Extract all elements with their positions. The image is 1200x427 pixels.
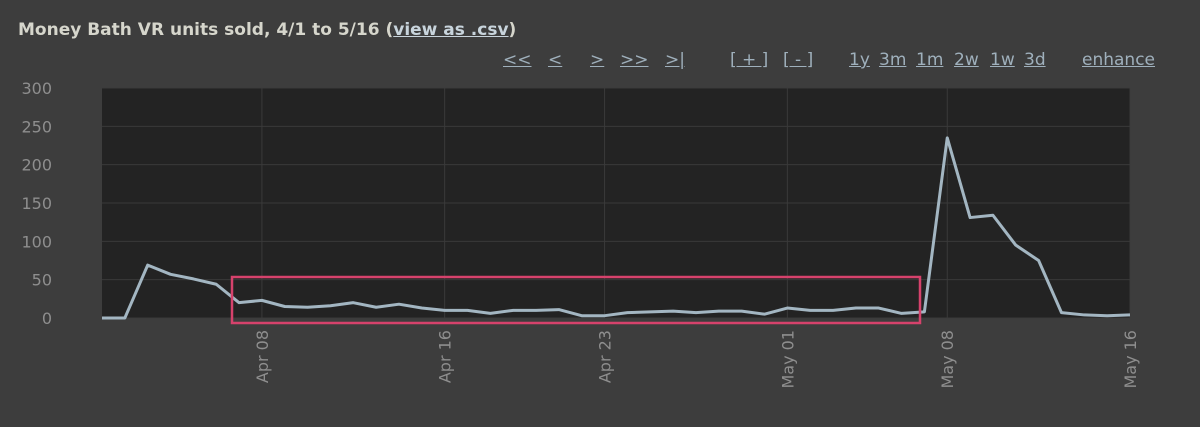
series-line bbox=[102, 136, 1131, 320]
nav-link[interactable]: >| bbox=[665, 50, 685, 70]
nav-link[interactable]: enhance bbox=[1082, 50, 1156, 70]
chart-title: Money Bath VR units sold, 4/1 to 5/16 (v… bbox=[18, 20, 516, 40]
x-tick-label: May 16 bbox=[1121, 330, 1140, 389]
y-tick-label: 100 bbox=[21, 232, 52, 251]
x-tick-label: Apr 23 bbox=[596, 330, 615, 383]
title-end: ) bbox=[508, 20, 517, 40]
nav-link[interactable]: < bbox=[548, 50, 563, 70]
x-tick-label: May 08 bbox=[938, 330, 957, 389]
title-text: Money Bath VR units sold, 4/1 to 5/16 ( bbox=[18, 20, 394, 40]
x-tick-label: Apr 16 bbox=[436, 330, 455, 383]
y-tick-label: 300 bbox=[21, 79, 52, 98]
y-tick-label: 150 bbox=[21, 194, 52, 213]
x-tick-label: Apr 08 bbox=[253, 330, 272, 383]
nav-link[interactable]: > bbox=[590, 50, 605, 70]
nav-link[interactable]: << bbox=[503, 50, 532, 70]
y-tick-label: 0 bbox=[42, 309, 52, 328]
nav-link[interactable]: [ - ] bbox=[783, 50, 814, 70]
nav-link[interactable]: 1y bbox=[849, 50, 870, 70]
nav-link[interactable]: 3d bbox=[1024, 50, 1046, 70]
nav-link[interactable]: [ + ] bbox=[730, 50, 769, 70]
nav-link[interactable]: 1m bbox=[916, 50, 944, 70]
csv-link[interactable]: view as .csv bbox=[393, 20, 509, 40]
x-tick-label: May 01 bbox=[778, 330, 797, 389]
y-tick-label: 250 bbox=[21, 117, 52, 136]
y-tick-label: 50 bbox=[32, 271, 52, 290]
nav-link[interactable]: >> bbox=[620, 50, 649, 70]
highlight-box bbox=[230, 275, 922, 325]
nav-link[interactable]: 2w bbox=[954, 50, 979, 70]
y-tick-label: 200 bbox=[21, 156, 52, 175]
nav-link[interactable]: 1w bbox=[990, 50, 1015, 70]
nav-link[interactable]: 3m bbox=[879, 50, 907, 70]
